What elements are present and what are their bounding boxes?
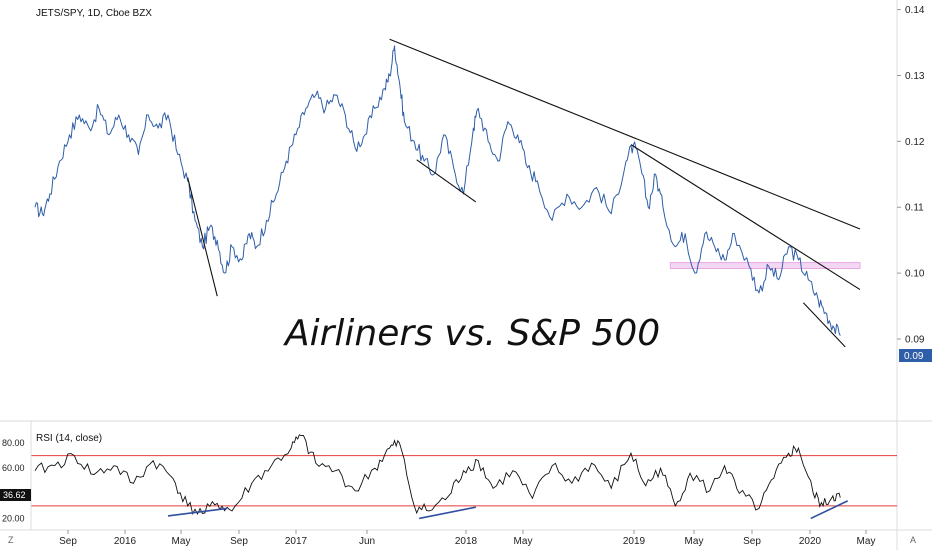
rsi-legend-title: RSI (14, close) (36, 433, 102, 444)
rsi-last-value-label: 36.62 (3, 490, 26, 500)
rsi-pane: RSI (14, close) (31, 433, 897, 520)
price-y-tick-label: 0.09 (905, 335, 925, 346)
price-trendline[interactable] (187, 177, 218, 297)
price-y-tick-label: 0.11 (905, 203, 924, 214)
price-last-value-badge (899, 349, 932, 362)
price-y-tick-label: 0.12 (905, 137, 925, 148)
time-tick-label: Sep (230, 536, 248, 547)
price-series-layer (34, 45, 841, 336)
auto-scale-icon[interactable]: A (910, 535, 916, 545)
price-trendline[interactable] (802, 302, 846, 348)
rsi-series-layer (34, 434, 841, 516)
time-tick-label: Sep (743, 536, 761, 547)
time-tick-label: 2017 (285, 536, 308, 547)
time-tick-label: 2016 (114, 536, 137, 547)
rsi-trendline-layer (167, 500, 849, 520)
price-y-axis[interactable]: 0.14 0.13 0.12 0.11 0.10 0.09 (897, 5, 925, 346)
price-pane: JETS/SPY, 1D, Cboe BZX Airliners vs. S&P… (0, 0, 897, 420)
rsi-series-line (34, 434, 841, 516)
rsi-y-tick-label: 20.00 (2, 513, 25, 523)
chart-annotation: Airliners vs. S&P 500 (283, 313, 660, 354)
rsi-y-tick-label: 60.00 (2, 463, 25, 473)
time-tick-label: 2019 (623, 536, 646, 547)
price-pane-bg (0, 0, 897, 420)
price-y-tick-label: 0.14 (905, 5, 925, 16)
rsi-trendline[interactable] (167, 507, 228, 517)
rsi-trendline[interactable] (419, 506, 476, 520)
price-trendline[interactable] (416, 159, 477, 203)
time-tick-label: 2018 (455, 536, 478, 547)
time-axis[interactable]: Sep 2016 May Sep 2017 Jun 2018 May 2019 May Sep 202… (59, 530, 875, 547)
resistance-zone (669, 262, 861, 270)
time-tick-label: Sep (59, 536, 77, 547)
time-tick-label: May (172, 536, 191, 547)
time-tick-label: Jun (359, 536, 375, 547)
time-tick-label: May (685, 536, 704, 547)
time-tick-label: May (514, 536, 533, 547)
price-chart-title: JETS/SPY, 1D, Cboe BZX (36, 8, 152, 19)
zoom-icon[interactable]: Z (8, 535, 14, 545)
rsi-trendline[interactable] (810, 500, 849, 520)
rsi-last-value-badge (0, 489, 31, 501)
time-tick-label: May (857, 536, 876, 547)
time-tick-label: 2020 (799, 536, 822, 547)
rsi-level-lines (31, 455, 897, 507)
trendline-layer (187, 38, 861, 348)
rsi-y-tick-label: 80.00 (2, 438, 25, 448)
price-series-line (34, 45, 841, 336)
resistance-zone-layer (669, 262, 861, 270)
price-y-tick-label: 0.10 (905, 269, 925, 280)
price-trendline[interactable] (389, 38, 861, 230)
price-trendline[interactable] (630, 144, 861, 291)
price-y-tick-label: 0.13 (905, 71, 925, 82)
price-last-value-label: 0.09 (904, 351, 924, 362)
